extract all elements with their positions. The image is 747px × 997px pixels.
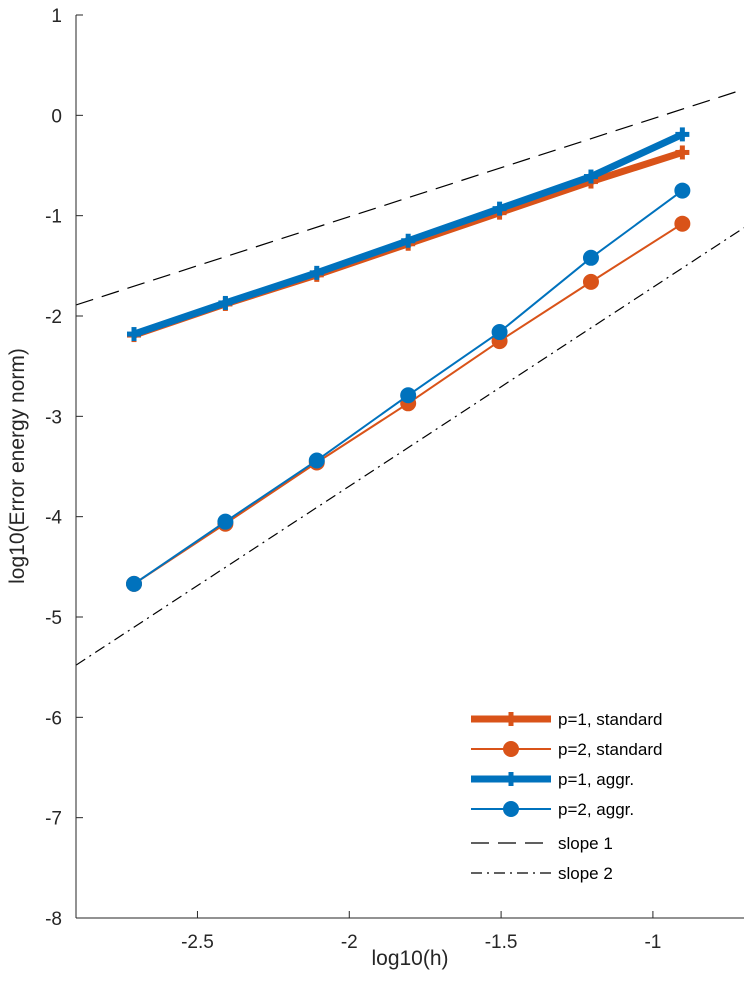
data-point [125,575,142,592]
legend-entry-4: slope 1 [471,834,613,853]
legend-label: slope 1 [558,834,613,853]
data-point [401,233,416,248]
legend-marker [503,801,519,817]
data-point [675,127,690,142]
data-point [582,249,599,266]
data-point [674,215,691,232]
y-tick-label: -7 [45,809,62,830]
legend-marker [504,772,518,786]
data-point [308,452,325,469]
series-2 [126,127,690,342]
marker-dot [503,741,519,757]
legend-entry-5: slope 2 [471,864,613,883]
data-point [126,327,141,342]
series-3 [125,182,691,592]
marker-dot [125,575,142,592]
y-tick-label: 1 [51,6,62,27]
legend: p=1, standard p=2, standard p=1, aggr. p=2,… [463,700,699,893]
ticks-layer: -2.5 -2 -1.5 -1 -8 -7 -6 -5 -4 -3 -2 -1 0 1 [45,6,661,953]
marker-dot [217,513,234,530]
y-tick-label: -5 [45,608,62,629]
y-tick-label: -1 [45,207,62,228]
y-tick-label: -2 [45,307,62,328]
series-line [76,88,744,306]
data-point [309,265,324,280]
legend-label: p=1, aggr. [558,770,634,789]
marker-dot [400,387,417,404]
series-layer [76,88,744,666]
legend-label: p=2, aggr. [558,800,634,819]
y-tick-label: -8 [45,909,62,930]
marker-dot [674,182,691,199]
legend-entry-0: p=1, standard [471,710,662,729]
legend-marker [504,712,518,726]
x-tick-label: -1.5 [485,932,518,953]
marker-dot [308,452,325,469]
marker-dot [674,215,691,232]
axes-layer [75,15,744,919]
y-tick-label: -3 [45,407,62,428]
legend-label: p=1, standard [558,710,662,729]
marker-dot [582,249,599,266]
x-tick-label: -2 [341,932,358,953]
marker-dot [582,273,599,290]
legend-entry-3: p=2, aggr. [471,800,634,819]
y-tick-label: 0 [51,106,62,127]
data-point [218,295,233,310]
legend-label: slope 2 [558,864,613,883]
y-axis-label: log10(Error energy norm) [6,348,29,584]
data-point [217,513,234,530]
legend-entry-1: p=2, standard [471,740,662,759]
legend-marker [503,741,519,757]
data-point [491,324,508,341]
series-4 [76,88,744,306]
x-tick-label: -1 [644,932,661,953]
legend-entry-2: p=1, aggr. [471,770,634,789]
x-axis-label: log10(h) [371,947,448,970]
series-5 [76,227,744,666]
data-point [675,145,690,160]
data-point [583,169,598,184]
legend-box [463,700,699,893]
series-line [76,227,744,666]
y-tick-label: -4 [45,508,62,529]
data-point [582,273,599,290]
data-point [492,201,507,216]
x-tick-label: -2.5 [181,932,214,953]
marker-dot [503,801,519,817]
data-point [400,387,417,404]
marker-dot [491,324,508,341]
data-point [674,182,691,199]
y-tick-label: -6 [45,708,62,729]
legend-label: p=2, standard [558,740,662,759]
